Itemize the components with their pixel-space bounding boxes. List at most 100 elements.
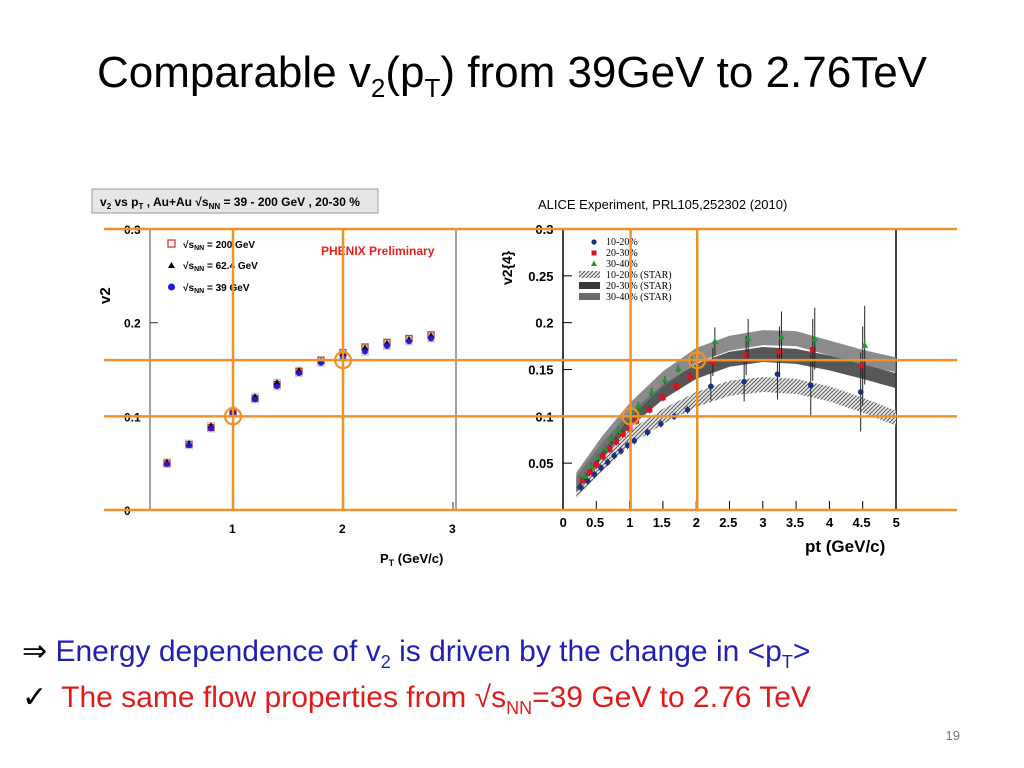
alice-ytick-label: 0.15	[528, 363, 553, 378]
alice-point-10-20	[658, 421, 664, 427]
alice-ylabel: v2{4}	[499, 250, 515, 285]
checkmark-icon: ✓	[22, 681, 48, 714]
alice-point-30-40	[634, 402, 642, 409]
alice-point-20-30	[600, 453, 606, 460]
title-sub-t: T	[424, 72, 441, 103]
legend-label-39: √sNN = 39 GeV	[183, 283, 250, 295]
phenix-legend: √sNN = 200 GeV √sNN = 62.4 GeV √sNN = 39…	[167, 239, 258, 295]
alice-point-20-30	[809, 347, 816, 353]
alice-legend-label: 20-30% (STAR)	[606, 281, 672, 292]
alice-point-20-30	[593, 462, 600, 468]
alice-point-30-40	[711, 337, 719, 344]
alice-point-10-20	[807, 382, 814, 389]
phenix-point-39	[208, 425, 214, 432]
alice-xtick-label: 3.5	[786, 515, 804, 530]
alice-point-20-30	[673, 383, 680, 390]
alice-xtick-label: 4.5	[853, 515, 871, 530]
slide-title: Comparable v2(pT) from 39GeV to 2.76TeV	[0, 48, 1024, 104]
phenix-xtick-label: 1	[229, 522, 236, 536]
phenix-point-39	[186, 442, 192, 449]
phenix-axes: 12300.10.20.3	[124, 223, 457, 536]
alice-ytick-label: 0.25	[528, 269, 553, 284]
alice-legend-band	[579, 271, 600, 278]
legend-label-200: √sNN = 200 GeV	[183, 240, 255, 252]
alice-caption: ALICE Experiment, PRL105,252302 (2010)	[538, 197, 787, 212]
alice-point-30-40	[674, 365, 682, 372]
bullet2-sub-nn: NN	[506, 698, 533, 718]
alice-point-30-40	[581, 472, 589, 479]
alice-point-20-30	[686, 374, 693, 380]
bullet-energy-dependence: ⇒ Energy dependence of v2 is driven by t…	[22, 634, 810, 673]
alice-star-bands	[576, 330, 896, 499]
phenix-point-39	[252, 396, 258, 403]
phenix-point-39	[274, 383, 280, 390]
bullet1-text-a: Energy dependence of v	[55, 635, 381, 668]
bullet1-text-c: >	[792, 635, 811, 668]
alice-legend-label: 10-20% (STAR)	[606, 270, 672, 281]
alice-panel: ALICE Experiment, PRL105,252302 (2010) 0…	[499, 197, 900, 556]
phenix-point-62	[361, 344, 369, 351]
phenix-point-39	[318, 360, 324, 366]
title-text-c: ) from 39GeV to 2.76TeV	[440, 48, 928, 97]
legend-marker-62	[168, 262, 175, 268]
alice-ytick-label: 0.05	[528, 456, 553, 471]
alice-legend-label: 30-40%	[606, 259, 638, 270]
alice-point-20-30	[586, 469, 593, 476]
phenix-xtick-label: 2	[339, 522, 346, 536]
alice-point-10-20	[578, 484, 584, 491]
alice-point-30-40	[811, 335, 819, 342]
alice-point-10-20	[631, 437, 638, 444]
alice-legend: 10-20%20-30%30-40%10-20% (STAR)20-30% (S…	[579, 237, 672, 303]
alice-point-10-20	[598, 465, 604, 471]
alice-xtick-label: 0	[560, 515, 567, 530]
alice-point-10-20	[624, 442, 631, 449]
alice-point-30-40	[608, 435, 615, 442]
alice-point-20-30	[613, 438, 620, 445]
alice-ytick-label: 0.2	[535, 316, 553, 331]
phenix-point-39	[384, 343, 390, 349]
alice-legend-band	[579, 282, 600, 289]
bullet1-sub-t: T	[781, 652, 793, 672]
phenix-ylabel: v2	[97, 287, 114, 304]
guide-circle-alice	[688, 351, 707, 370]
phenix-point-39	[296, 370, 302, 377]
phenix-point-62	[273, 379, 281, 386]
alice-xtick-label: 2	[693, 515, 700, 530]
alice-legend-band	[579, 293, 600, 300]
bullet-same-flow: ✓ The same flow properties from √sNN=39 G…	[22, 680, 811, 719]
alice-point-30-40	[778, 333, 785, 340]
phenix-preliminary-label: PHENIX Preliminary	[321, 244, 435, 258]
alice-point-10-20	[591, 471, 598, 478]
alice-point-10-20	[644, 429, 651, 436]
guide-circle-alice	[621, 407, 640, 426]
bullet1-sub-2: 2	[380, 652, 391, 672]
alice-xtick-label: 2.5	[719, 515, 737, 530]
alice-legend-label: 20-30%	[606, 248, 638, 259]
legend-marker-39	[168, 283, 175, 291]
phenix-header-text: v2 vs pT , Au+Au √sNN = 39 - 200 GeV , 2…	[100, 195, 360, 211]
alice-star-band	[576, 376, 896, 499]
phenix-point-39	[406, 338, 412, 345]
alice-point-10-20	[584, 478, 591, 484]
alice-point-30-40	[588, 463, 595, 470]
alice-xtick-label: 1	[626, 515, 633, 530]
phenix-point-39	[362, 348, 368, 355]
alice-point-30-40	[661, 376, 669, 383]
guide-lines	[104, 227, 957, 512]
alice-point-10-20	[774, 371, 781, 377]
title-text-a: Comparable v	[96, 48, 371, 97]
alice-data-marks	[578, 305, 868, 492]
alice-legend-marker	[591, 250, 597, 256]
alice-xtick-label: 4	[826, 515, 834, 530]
alice-point-30-40	[614, 426, 622, 433]
alice-xtick-label: 3	[759, 515, 766, 530]
phenix-ytick-label: 0.2	[124, 317, 141, 331]
alice-point-20-30	[646, 406, 653, 413]
alice-point-30-40	[861, 341, 868, 348]
alice-legend-label: 10-20%	[606, 237, 638, 248]
alice-point-20-30	[859, 362, 866, 369]
guide-circle-phenix	[333, 351, 353, 370]
slide-number: 19	[945, 728, 960, 743]
alice-point-20-30	[580, 477, 586, 483]
alice-point-10-20	[857, 389, 864, 395]
